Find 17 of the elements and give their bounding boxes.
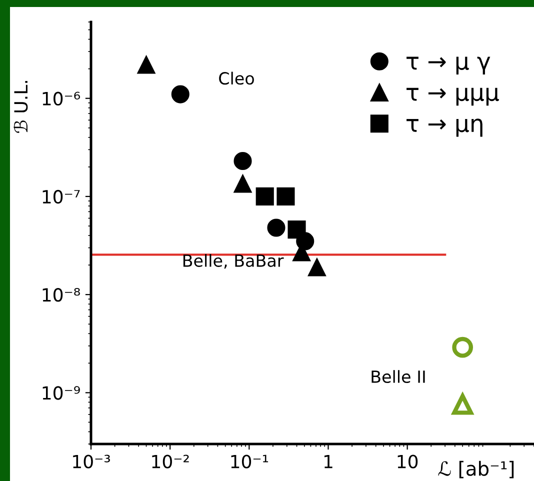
legend-label: τ → μη [406,118,482,137]
annotation: Belle, BaBar [183,254,284,269]
x-tick-label: 10⁻³ [73,454,110,468]
x-tick-label: 10 [398,454,418,468]
y-tick-label: 10⁻⁹ [42,386,80,400]
x-tick-label: 10⁻¹ [231,454,268,468]
y-tick-label: 10⁻⁶ [42,92,80,106]
annotation: Cleo [219,72,254,85]
x-tick-label: 1 [324,454,332,468]
legend-label: τ → μμμ [406,88,499,106]
y-tick-label: 10⁻⁷ [42,190,80,204]
y-tick-label: 10⁻⁸ [42,288,80,302]
legend-label: τ → μ γ [406,56,490,75]
annotation: Belle II [372,370,425,384]
x-tick-label: 10⁻² [152,454,189,468]
y-axis-title: ℬ U.L. [13,81,28,133]
x-axis-title: ℒ [ab⁻¹] [438,460,514,478]
